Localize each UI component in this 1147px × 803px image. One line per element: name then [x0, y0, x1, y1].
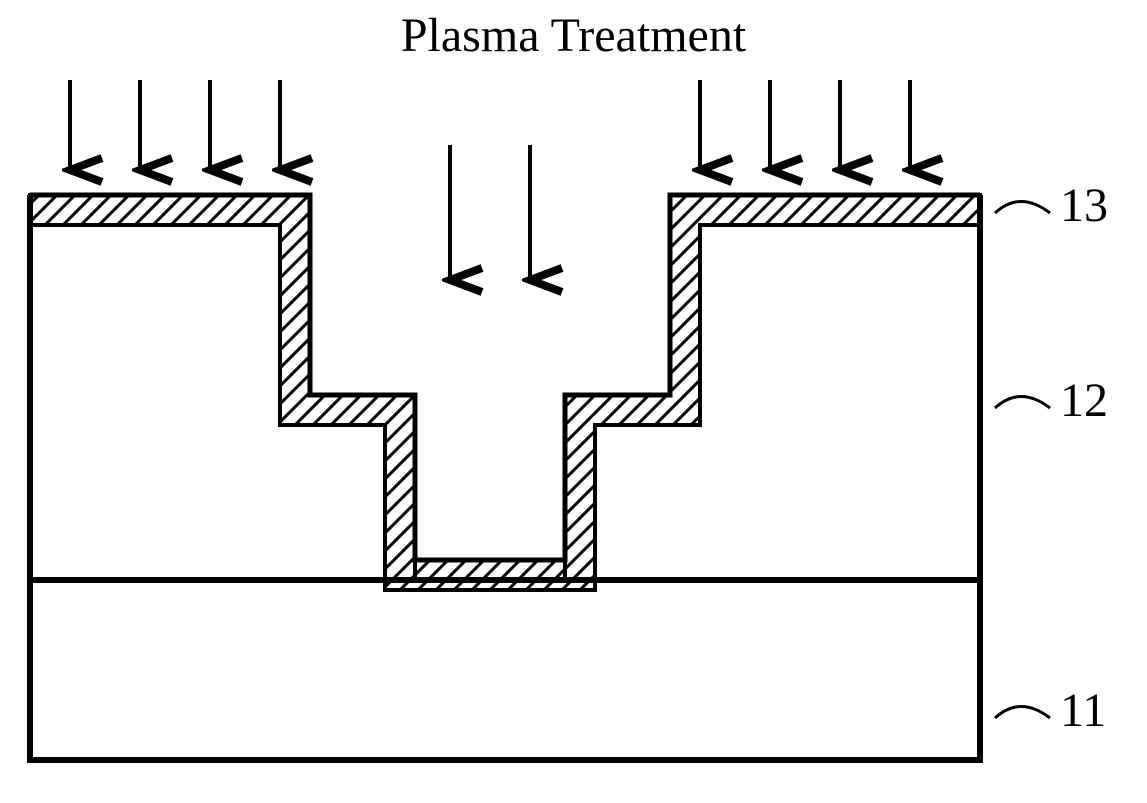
substrate-layer: [30, 580, 980, 760]
leader-line-12: [995, 397, 1050, 409]
barrier-layer: [30, 195, 980, 590]
diagram-svg: [0, 0, 1147, 803]
diagram-container: Plasma Treatment: [0, 0, 1147, 803]
leader-line-13: [995, 202, 1050, 214]
label-11: 11: [1060, 683, 1106, 738]
label-13: 13: [1060, 178, 1108, 233]
barrier-inner-outline: [30, 225, 980, 590]
leader-line-11: [995, 707, 1050, 719]
dielectric-top-outline: [30, 195, 980, 560]
label-12: 12: [1060, 373, 1108, 428]
